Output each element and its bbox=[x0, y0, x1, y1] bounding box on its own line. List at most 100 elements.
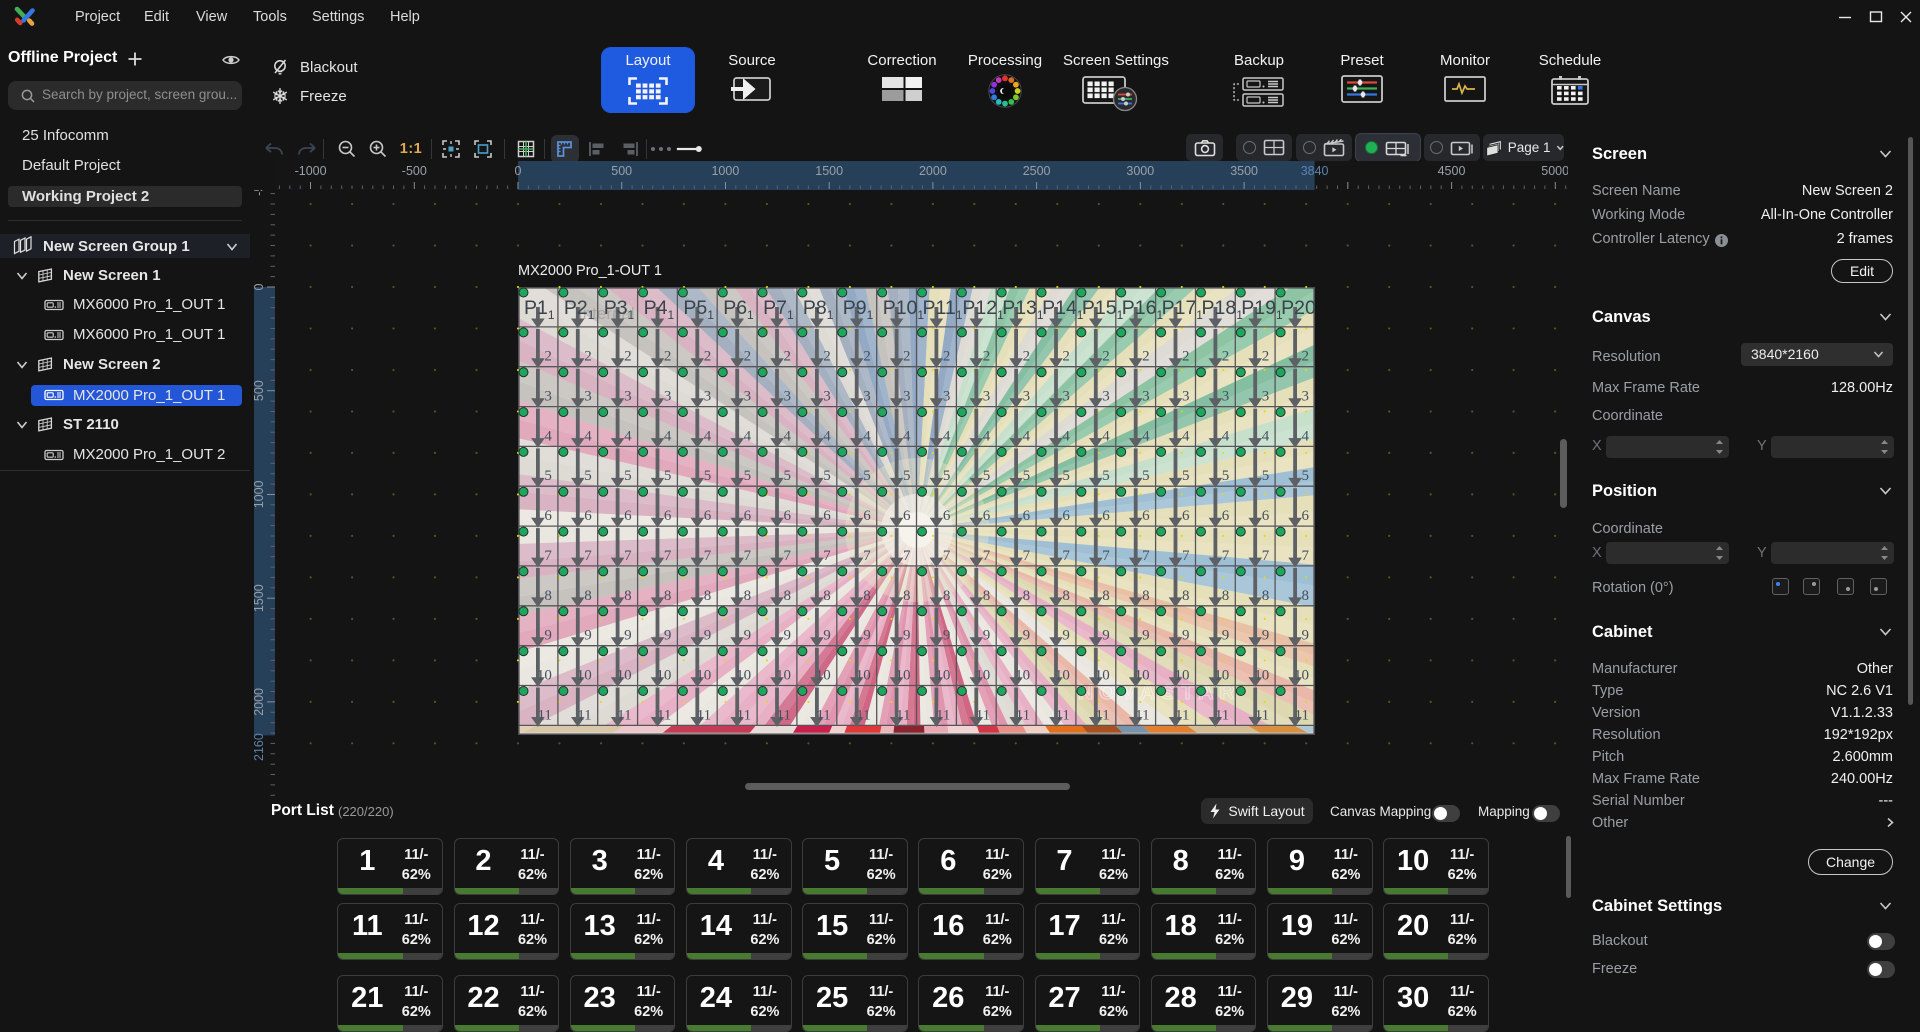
svg-text:500: 500 bbox=[252, 380, 266, 401]
svg-text:8: 8 bbox=[624, 588, 632, 604]
svg-text:10: 10 bbox=[696, 668, 711, 684]
svg-text:4: 4 bbox=[704, 428, 712, 444]
svg-text:3: 3 bbox=[1182, 389, 1190, 405]
svg-text:5: 5 bbox=[1102, 468, 1110, 484]
svg-text:2: 2 bbox=[1222, 349, 1230, 365]
svg-text:0: 0 bbox=[515, 164, 522, 178]
svg-text:3: 3 bbox=[584, 389, 592, 405]
svg-text:4: 4 bbox=[744, 428, 752, 444]
svg-text:3: 3 bbox=[983, 389, 991, 405]
svg-text:10: 10 bbox=[975, 668, 990, 684]
svg-text:5: 5 bbox=[1023, 468, 1031, 484]
svg-text:5: 5 bbox=[903, 468, 911, 484]
svg-text:8: 8 bbox=[744, 588, 752, 604]
svg-text:5: 5 bbox=[1182, 468, 1190, 484]
svg-text:7: 7 bbox=[983, 548, 991, 564]
svg-text:3: 3 bbox=[903, 389, 911, 405]
svg-text:7: 7 bbox=[744, 548, 752, 564]
svg-text:7: 7 bbox=[584, 548, 592, 564]
svg-text:11: 11 bbox=[1175, 707, 1189, 723]
svg-text:9: 9 bbox=[863, 628, 871, 644]
svg-text:4500: 4500 bbox=[1438, 164, 1466, 178]
svg-text:10: 10 bbox=[1175, 668, 1190, 684]
svg-text:10: 10 bbox=[935, 668, 950, 684]
svg-text:2: 2 bbox=[584, 349, 592, 365]
svg-text:11: 11 bbox=[976, 707, 990, 723]
svg-text:5: 5 bbox=[704, 468, 712, 484]
svg-text:6: 6 bbox=[903, 508, 911, 524]
svg-text:10: 10 bbox=[537, 668, 552, 684]
svg-text:-500: -500 bbox=[252, 190, 266, 196]
svg-text:5: 5 bbox=[584, 468, 592, 484]
svg-text:2: 2 bbox=[704, 349, 712, 365]
svg-text:9: 9 bbox=[1302, 628, 1310, 644]
svg-text:11: 11 bbox=[537, 707, 551, 723]
svg-text:6: 6 bbox=[1142, 508, 1150, 524]
svg-text:8: 8 bbox=[1023, 588, 1031, 604]
svg-text:4: 4 bbox=[584, 428, 592, 444]
svg-text:10: 10 bbox=[896, 668, 911, 684]
svg-text:4: 4 bbox=[1142, 428, 1150, 444]
svg-text:3: 3 bbox=[624, 389, 632, 405]
svg-text:10: 10 bbox=[1095, 668, 1110, 684]
svg-text:8: 8 bbox=[704, 588, 712, 604]
svg-text:4: 4 bbox=[1102, 428, 1110, 444]
svg-text:9: 9 bbox=[624, 628, 632, 644]
svg-text:2: 2 bbox=[863, 349, 871, 365]
svg-text:7: 7 bbox=[704, 548, 712, 564]
svg-text:3: 3 bbox=[1262, 389, 1270, 405]
svg-text:9: 9 bbox=[903, 628, 911, 644]
svg-text:7: 7 bbox=[544, 548, 552, 564]
svg-text:10: 10 bbox=[736, 668, 751, 684]
svg-text:8: 8 bbox=[1182, 588, 1190, 604]
svg-text:4: 4 bbox=[784, 428, 792, 444]
svg-text:5000: 5000 bbox=[1541, 164, 1568, 178]
svg-text:4: 4 bbox=[1222, 428, 1230, 444]
svg-text:2: 2 bbox=[544, 349, 552, 365]
svg-text:7: 7 bbox=[664, 548, 672, 564]
svg-text:P181: P181 bbox=[1202, 297, 1244, 322]
svg-text:7: 7 bbox=[1182, 548, 1190, 564]
svg-text:2: 2 bbox=[664, 349, 672, 365]
svg-text:5: 5 bbox=[1142, 468, 1150, 484]
svg-text:4: 4 bbox=[943, 428, 951, 444]
svg-text:5: 5 bbox=[1222, 468, 1230, 484]
svg-text:9: 9 bbox=[1182, 628, 1190, 644]
svg-text:10: 10 bbox=[776, 668, 791, 684]
svg-text:7: 7 bbox=[823, 548, 831, 564]
svg-text:9: 9 bbox=[744, 628, 752, 644]
svg-text:5: 5 bbox=[1262, 468, 1270, 484]
svg-text:3: 3 bbox=[664, 389, 672, 405]
svg-text:6: 6 bbox=[704, 508, 712, 524]
svg-text:8: 8 bbox=[1102, 588, 1110, 604]
svg-text:9: 9 bbox=[1023, 628, 1031, 644]
svg-text:4: 4 bbox=[983, 428, 991, 444]
svg-text:6: 6 bbox=[744, 508, 752, 524]
svg-text:10: 10 bbox=[1214, 668, 1229, 684]
svg-text:11: 11 bbox=[1295, 707, 1309, 723]
svg-text:5: 5 bbox=[744, 468, 752, 484]
svg-text:5: 5 bbox=[983, 468, 991, 484]
svg-text:2: 2 bbox=[624, 349, 632, 365]
svg-text:2500: 2500 bbox=[1023, 164, 1051, 178]
svg-text:5: 5 bbox=[823, 468, 831, 484]
svg-text:10: 10 bbox=[1294, 668, 1309, 684]
svg-text:5: 5 bbox=[624, 468, 632, 484]
svg-text:3: 3 bbox=[544, 389, 552, 405]
svg-text:2: 2 bbox=[823, 349, 831, 365]
svg-text:9: 9 bbox=[1102, 628, 1110, 644]
svg-text:9: 9 bbox=[1222, 628, 1230, 644]
svg-text:9: 9 bbox=[823, 628, 831, 644]
svg-text:6: 6 bbox=[1262, 508, 1270, 524]
svg-text:8: 8 bbox=[664, 588, 672, 604]
svg-text:-500: -500 bbox=[402, 164, 427, 178]
svg-text:3: 3 bbox=[863, 389, 871, 405]
svg-text:2: 2 bbox=[903, 349, 911, 365]
svg-text:4: 4 bbox=[544, 428, 552, 444]
svg-text:7: 7 bbox=[784, 548, 792, 564]
svg-text:4: 4 bbox=[1182, 428, 1190, 444]
svg-text:7: 7 bbox=[1102, 548, 1110, 564]
svg-text:2: 2 bbox=[1102, 349, 1110, 365]
svg-text:2: 2 bbox=[1182, 349, 1190, 365]
svg-text:5: 5 bbox=[1062, 468, 1070, 484]
